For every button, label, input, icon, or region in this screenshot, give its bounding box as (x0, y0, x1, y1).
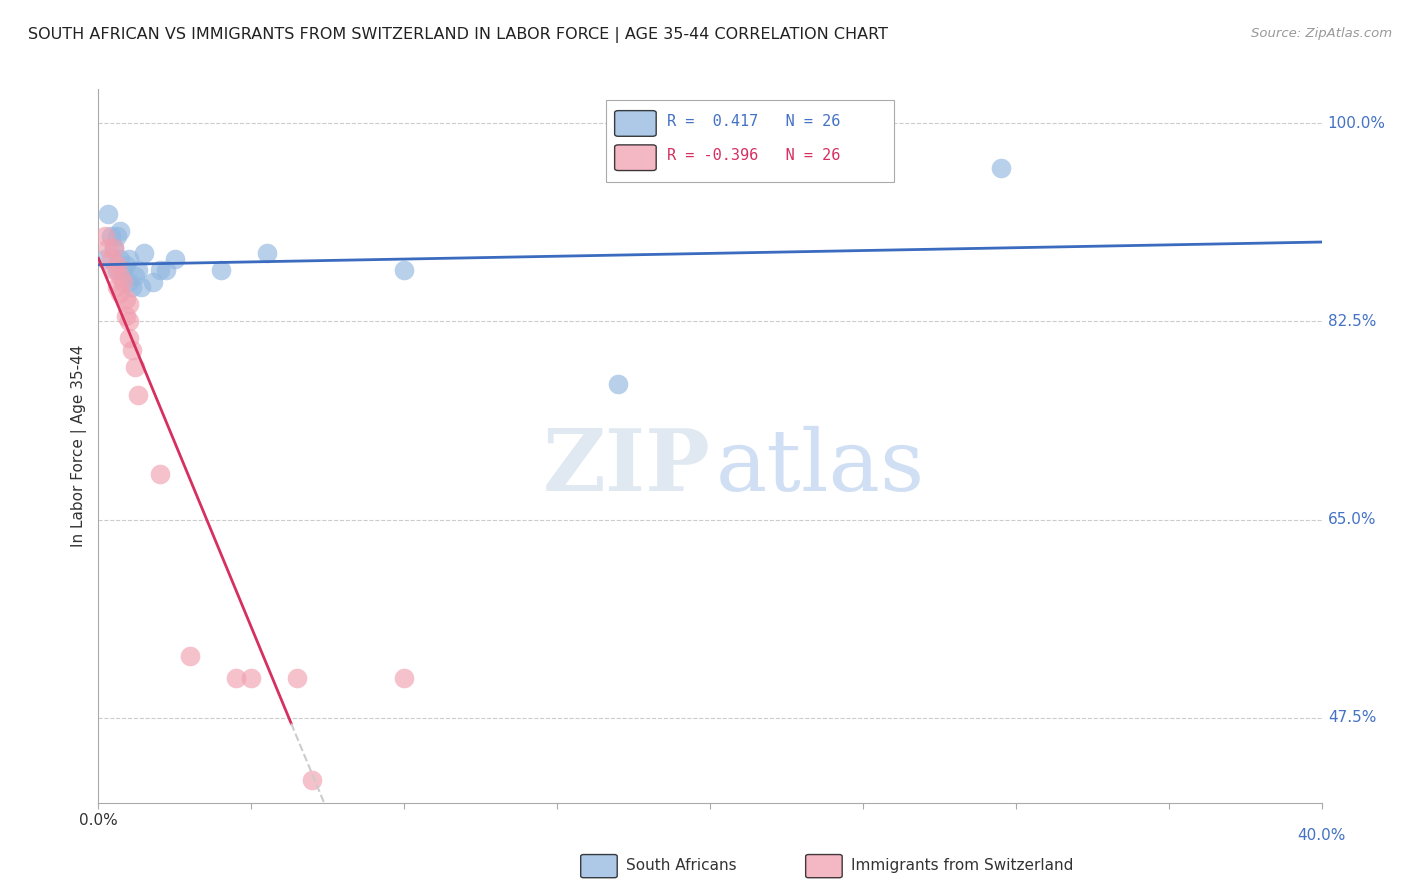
FancyBboxPatch shape (614, 145, 657, 170)
Point (142, 275, 165, 289)
Point (97, 241, 120, 255)
Point (118, 297, 141, 311)
Point (118, 252, 141, 266)
Point (392, 671, 416, 685)
Point (285, 671, 308, 685)
Point (118, 331, 141, 345)
Point (121, 280, 143, 294)
Text: atlas: atlas (716, 425, 925, 509)
Point (256, 246, 278, 260)
Point (179, 648, 201, 663)
Point (121, 343, 143, 357)
Point (100, 229, 122, 244)
Point (118, 314, 141, 328)
Text: 65.0%: 65.0% (1327, 512, 1376, 527)
Text: 82.5%: 82.5% (1327, 314, 1376, 329)
Text: 47.5%: 47.5% (1327, 710, 1376, 725)
Text: 100.0%: 100.0% (1327, 116, 1386, 131)
Point (115, 258, 138, 272)
Point (97, 207, 120, 221)
FancyBboxPatch shape (614, 111, 657, 136)
Point (118, 275, 141, 289)
Point (149, 263, 172, 277)
Point (108, 224, 131, 238)
Text: SOUTH AFRICAN VS IMMIGRANTS FROM SWITZERLAND IN LABOR FORCE | AGE 35-44 CORRELAT: SOUTH AFRICAN VS IMMIGRANTS FROM SWITZER… (28, 27, 889, 43)
Point (105, 258, 128, 272)
Text: South Africans: South Africans (626, 858, 737, 872)
Point (103, 263, 125, 277)
Point (93, 252, 115, 266)
Point (115, 292, 138, 306)
Point (115, 309, 138, 323)
Point (105, 280, 128, 294)
Point (108, 269, 131, 284)
Point (103, 241, 125, 255)
Text: 40.0%: 40.0% (1298, 828, 1346, 843)
Point (127, 263, 149, 277)
Point (105, 263, 128, 277)
Point (100, 252, 122, 266)
Text: Immigrants from Switzerland: Immigrants from Switzerland (851, 858, 1073, 872)
Point (111, 275, 134, 289)
Point (103, 241, 125, 255)
Point (392, 263, 416, 277)
Point (134, 246, 156, 260)
Point (240, 671, 263, 685)
Point (111, 263, 134, 277)
Point (990, 161, 1012, 176)
Point (108, 286, 131, 301)
Point (209, 263, 232, 277)
Point (127, 388, 149, 402)
Point (149, 467, 172, 482)
Point (225, 671, 247, 685)
Point (129, 280, 152, 294)
Point (155, 263, 177, 277)
Text: R = -0.396   N = 26: R = -0.396 N = 26 (668, 148, 841, 163)
Point (124, 269, 146, 284)
Point (108, 252, 131, 266)
Point (124, 359, 146, 374)
Y-axis label: In Labor Force | Age 35-44: In Labor Force | Age 35-44 (72, 345, 87, 547)
FancyBboxPatch shape (606, 100, 893, 182)
Text: R =  0.417   N = 26: R = 0.417 N = 26 (668, 114, 841, 128)
Point (301, 773, 323, 788)
Text: ZIP: ZIP (543, 425, 710, 509)
Point (607, 376, 630, 391)
Point (105, 229, 128, 244)
Point (163, 252, 186, 266)
Point (93, 229, 115, 244)
Text: Source: ZipAtlas.com: Source: ZipAtlas.com (1251, 27, 1392, 40)
